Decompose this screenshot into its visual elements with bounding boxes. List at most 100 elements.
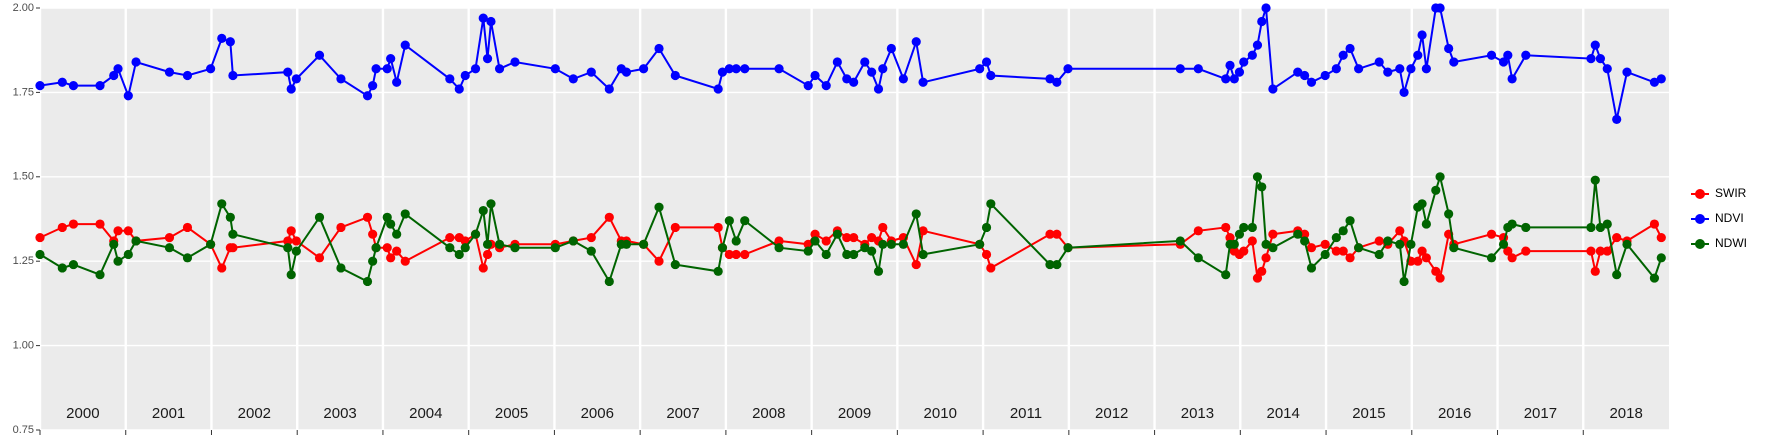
- data-point: [291, 246, 301, 256]
- data-point: [291, 236, 301, 246]
- data-point: [1431, 185, 1441, 195]
- x-tick-label: 2002: [238, 405, 271, 422]
- data-point: [1239, 57, 1249, 67]
- data-point: [123, 91, 133, 101]
- data-point: [1247, 222, 1257, 233]
- data-point: [1486, 253, 1497, 263]
- y-tick-label: 1.50: [13, 171, 34, 183]
- data-point: [314, 50, 325, 60]
- data-point: [1498, 239, 1509, 249]
- y-tick-label: 1.75: [13, 86, 34, 98]
- data-point: [1595, 246, 1606, 256]
- data-point: [336, 74, 346, 84]
- data-point: [206, 64, 216, 74]
- data-point: [604, 212, 614, 222]
- data-point: [283, 243, 293, 253]
- data-point: [1612, 114, 1622, 125]
- data-point: [654, 202, 664, 212]
- data-point: [1261, 239, 1271, 249]
- data-point: [482, 54, 493, 64]
- data-point: [1413, 50, 1423, 60]
- data-point: [182, 253, 193, 263]
- data-point: [1320, 249, 1330, 260]
- marks: [35, 3, 1666, 287]
- y-tick-label: 1.25: [13, 255, 34, 267]
- data-point: [1331, 232, 1341, 243]
- data-point: [1261, 3, 1271, 13]
- legend-label: SWIR: [1715, 186, 1747, 200]
- x-tick-label: 2009: [838, 405, 871, 422]
- data-point: [1052, 77, 1062, 87]
- data-point: [228, 229, 238, 239]
- data-point: [975, 64, 985, 74]
- data-point: [1354, 243, 1364, 253]
- data-point: [454, 84, 464, 94]
- data-point: [1045, 229, 1055, 239]
- data-point: [1503, 246, 1513, 256]
- data-point: [1383, 236, 1393, 246]
- data-point: [981, 57, 992, 67]
- data-point: [445, 243, 455, 253]
- data-point: [1374, 249, 1384, 260]
- data-point: [1306, 263, 1317, 273]
- data-point: [362, 276, 373, 287]
- data-point: [286, 226, 296, 236]
- x-tick-label: 2011: [1010, 405, 1042, 422]
- data-point: [1300, 229, 1310, 239]
- data-point: [1435, 3, 1445, 13]
- data-point: [57, 77, 67, 87]
- data-point: [362, 212, 373, 222]
- data-point: [1221, 270, 1231, 280]
- y-tick-label: 0.75: [13, 424, 34, 436]
- data-point: [482, 239, 493, 249]
- data-point: [1247, 50, 1257, 60]
- data-point: [1225, 232, 1235, 243]
- data-point: [1649, 77, 1660, 87]
- data-point: [568, 74, 578, 84]
- data-point: [1175, 236, 1185, 246]
- legend-label: NDWI: [1715, 236, 1747, 250]
- data-point: [68, 219, 79, 229]
- data-point: [164, 243, 175, 253]
- data-point: [1338, 226, 1348, 236]
- data-point: [1602, 64, 1612, 74]
- data-point: [731, 64, 741, 74]
- data-point: [494, 64, 505, 74]
- data-point: [654, 256, 664, 266]
- data-point: [368, 81, 378, 91]
- data-point: [35, 81, 45, 91]
- data-point: [918, 226, 928, 236]
- data-point: [1612, 270, 1622, 280]
- data-point: [1345, 43, 1355, 54]
- data-point: [314, 253, 325, 263]
- data-point: [1345, 216, 1355, 226]
- data-point: [1435, 273, 1445, 283]
- data-point: [886, 239, 896, 249]
- data-point: [454, 249, 464, 260]
- data-point: [1590, 40, 1600, 50]
- data-point: [510, 57, 520, 67]
- data-point: [1331, 64, 1341, 74]
- data-point: [336, 263, 346, 273]
- data-point: [131, 57, 141, 67]
- data-point: [586, 232, 596, 243]
- data-point: [774, 243, 784, 253]
- data-point: [109, 70, 119, 81]
- data-point: [1229, 239, 1239, 249]
- data-point: [1052, 229, 1062, 239]
- data-point: [1649, 219, 1660, 229]
- data-point: [1431, 266, 1441, 276]
- data-point: [1395, 226, 1405, 236]
- data-point: [182, 70, 193, 81]
- x-tick-label: 2008: [752, 405, 785, 422]
- data-point: [1602, 246, 1612, 256]
- data-point: [1045, 74, 1055, 84]
- data-point: [1239, 246, 1249, 256]
- data-point: [1507, 74, 1517, 84]
- data-point: [113, 226, 123, 236]
- data-point: [1486, 229, 1497, 239]
- x-tick-label: 2006: [581, 405, 614, 422]
- data-point: [1656, 74, 1666, 84]
- data-point: [1595, 222, 1606, 233]
- data-point: [604, 84, 614, 94]
